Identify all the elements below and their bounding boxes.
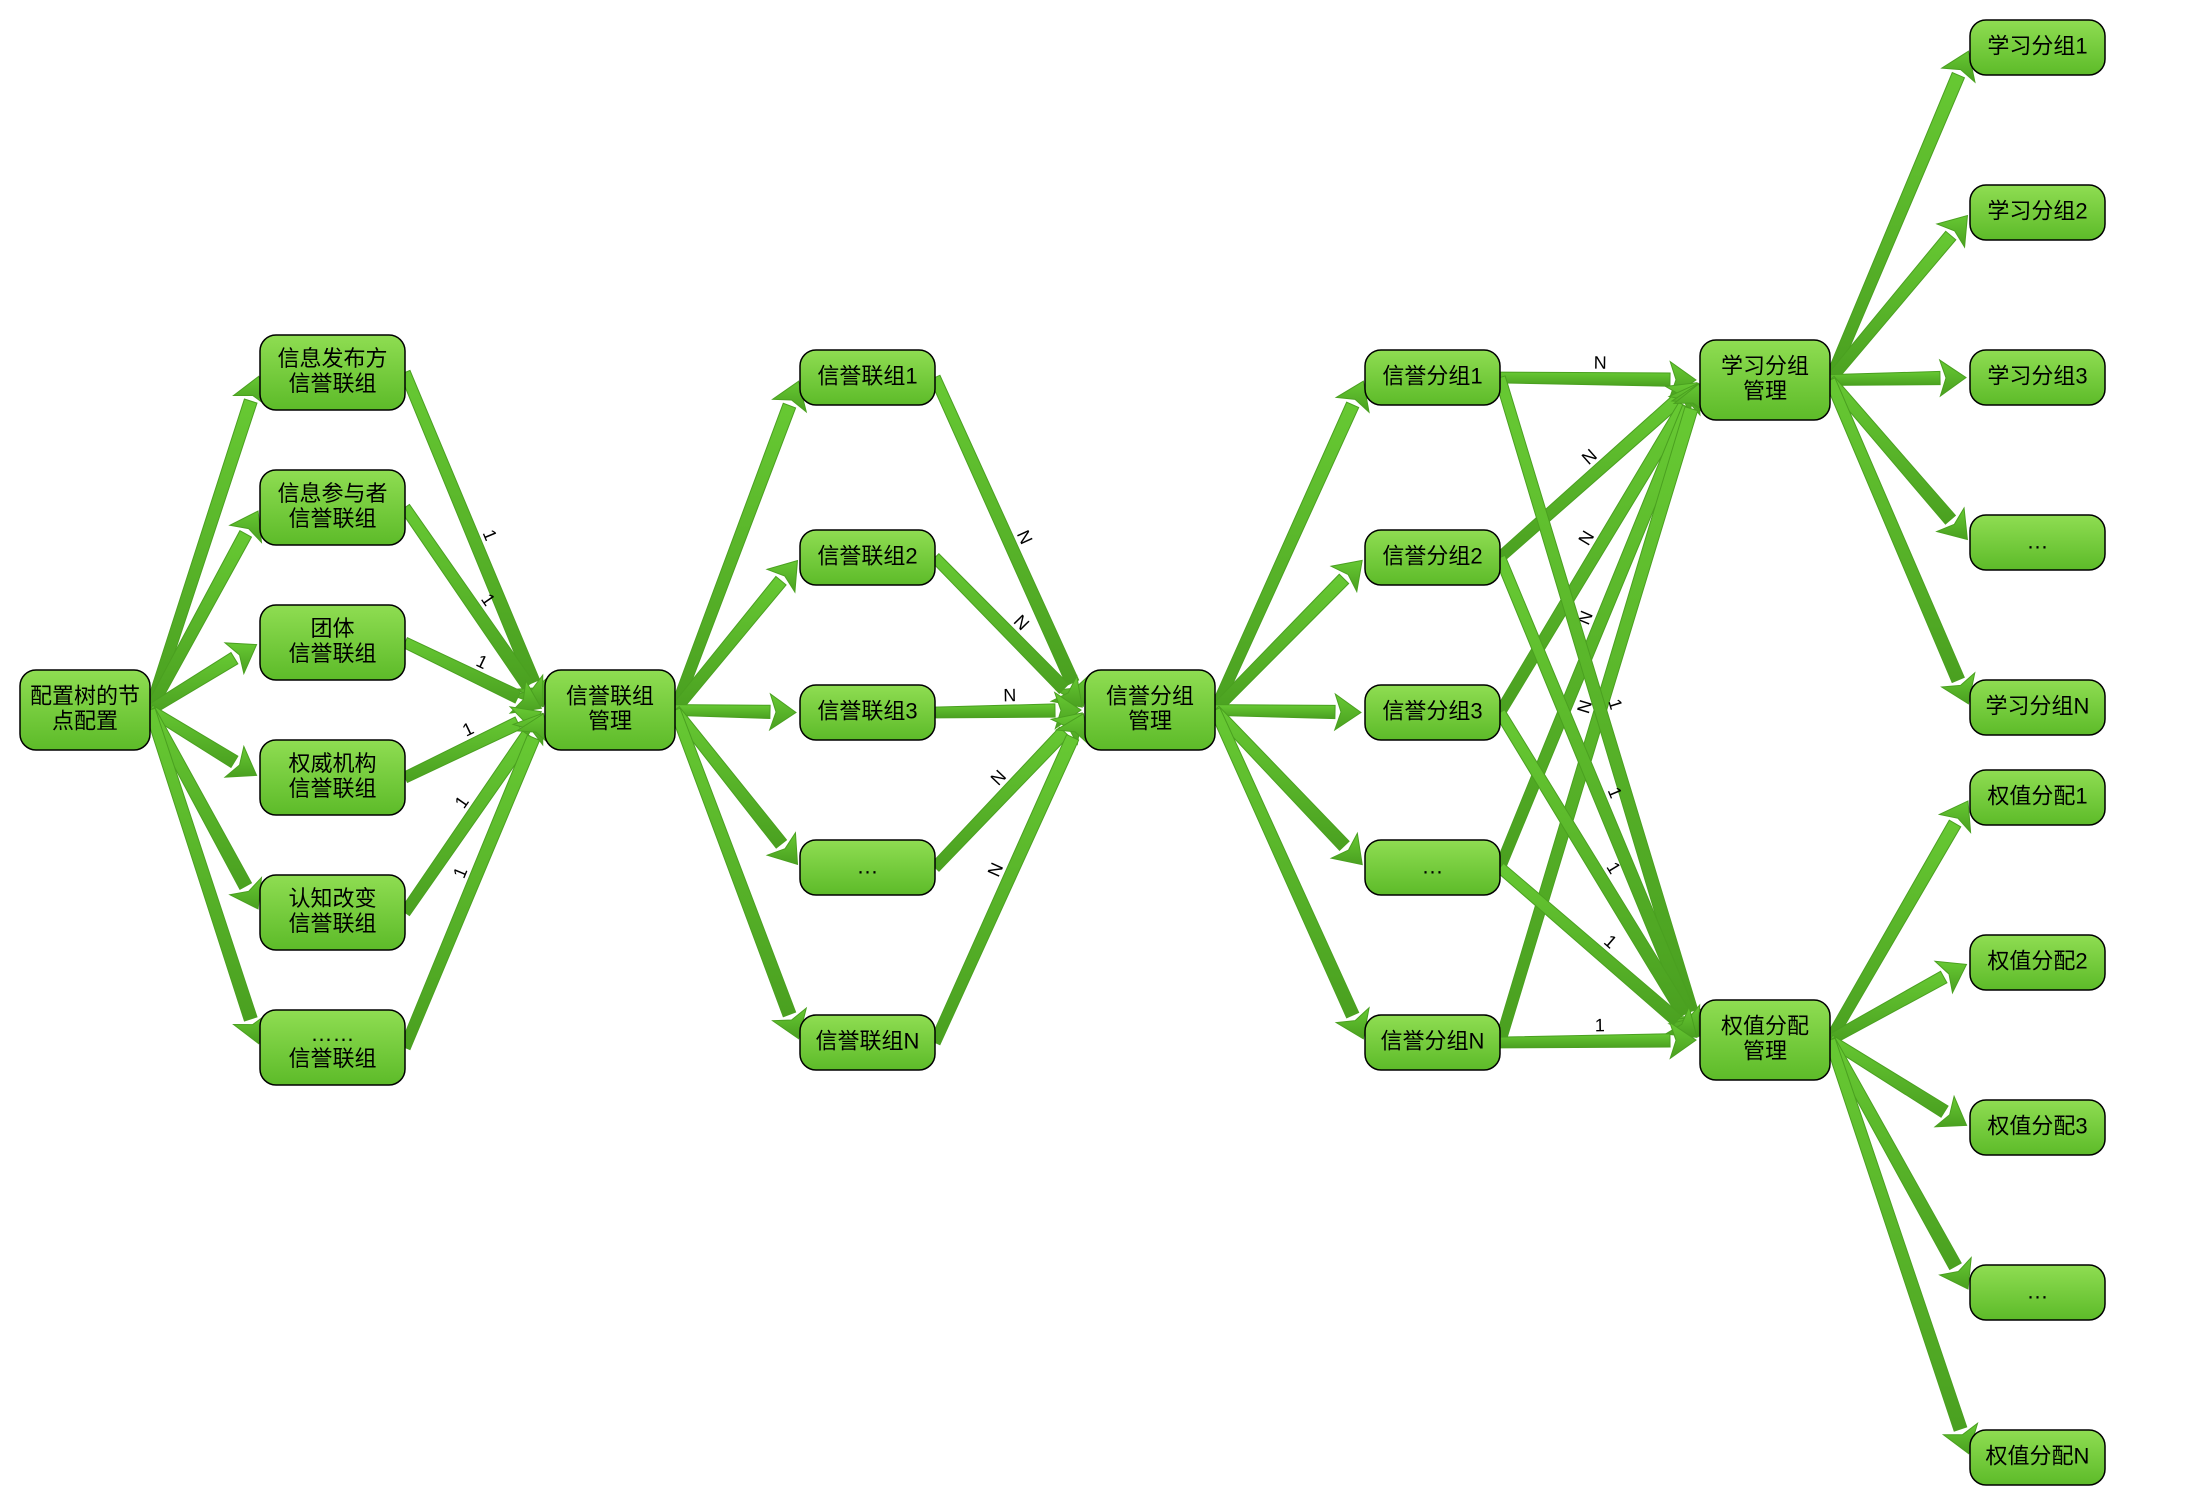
flow-node: 权值分配N bbox=[1970, 1430, 2105, 1485]
node-label: 信誉联组2 bbox=[817, 543, 917, 568]
edge bbox=[1210, 402, 1359, 712]
edge bbox=[670, 403, 796, 712]
edge bbox=[1826, 231, 1956, 383]
edge bbox=[670, 708, 796, 1017]
node-label: 权值分配N bbox=[1986, 1443, 2090, 1468]
flow-node: 学习分组1 bbox=[1970, 20, 2105, 75]
flow-node: … bbox=[1970, 1265, 2105, 1320]
flow-node: 信息参与者信誉联组 bbox=[260, 470, 405, 545]
edge bbox=[671, 707, 787, 848]
arrowhead-icon bbox=[1335, 694, 1361, 730]
flow-node: 团体信誉联组 bbox=[260, 605, 405, 680]
edge bbox=[1826, 376, 1956, 524]
edge bbox=[1210, 708, 1359, 1018]
flow-node: 信誉联组3 bbox=[800, 685, 935, 740]
node-label: 权值分配2 bbox=[1987, 948, 2087, 973]
edge bbox=[671, 577, 786, 714]
flow-node: 权值分配3 bbox=[1970, 1100, 2105, 1155]
edge bbox=[1500, 372, 1670, 386]
edge-label: 1 bbox=[479, 527, 501, 544]
node-label: 信誉分组3 bbox=[1382, 698, 1482, 723]
node-label: 信息发布方信誉联组 bbox=[277, 346, 387, 396]
node-label: … bbox=[1422, 853, 1444, 878]
node-label: 信誉联组N bbox=[816, 1028, 920, 1053]
edge-label: 1 bbox=[1595, 1015, 1605, 1035]
node-label: 信誉分组1 bbox=[1382, 363, 1482, 388]
flow-node: 信誉联组N bbox=[800, 1015, 935, 1070]
edge bbox=[1830, 371, 1940, 385]
node-label: 信誉分组N bbox=[1381, 1028, 1485, 1053]
arrowhead-icon bbox=[1940, 360, 1966, 396]
flow-node: 权值分配1 bbox=[1970, 770, 2105, 825]
edge bbox=[1215, 705, 1335, 719]
node-label: … bbox=[857, 853, 879, 878]
flow-node: 学习分组N bbox=[1970, 680, 2105, 735]
node-label: 学习分组1 bbox=[1987, 33, 2087, 58]
edge-label: N bbox=[1003, 685, 1016, 705]
flow-node: … bbox=[1970, 515, 2105, 570]
flow-node: 学习分组管理 bbox=[1700, 340, 1830, 420]
node-label: 信息参与者信誉联组 bbox=[277, 481, 387, 531]
flow-node: 信誉分组管理 bbox=[1085, 670, 1215, 750]
flow-node: 权值分配2 bbox=[1970, 935, 2105, 990]
flow-node: 信誉联组1 bbox=[800, 350, 935, 405]
node-label: … bbox=[2027, 1278, 2049, 1303]
flow-node: 权值分配管理 bbox=[1700, 1000, 1830, 1080]
node-label: … bbox=[2027, 528, 2049, 553]
edge-label: 1 bbox=[473, 651, 491, 673]
node-label: 信誉联组1 bbox=[817, 363, 917, 388]
node-label: 学习分组N bbox=[1986, 693, 2090, 718]
node-label: 权值分配3 bbox=[1987, 1113, 2087, 1138]
flow-node: 信誉分组N bbox=[1365, 1015, 1500, 1070]
node-label: 学习分组3 bbox=[1987, 363, 2087, 388]
flow-node: ……信誉联组 bbox=[260, 1010, 405, 1085]
edge-label: 1 bbox=[459, 718, 477, 740]
edge-label: N bbox=[1594, 353, 1607, 373]
edges-layer: 111111NNNNNNNNNN11111 bbox=[145, 51, 1978, 1454]
edge bbox=[1500, 1034, 1670, 1048]
edge bbox=[1211, 706, 1349, 850]
flow-node: 信誉分组2 bbox=[1365, 530, 1500, 585]
node-label: 学习分组2 bbox=[1987, 198, 2087, 223]
flow-node: 信誉分组1 bbox=[1365, 350, 1500, 405]
flow-node: … bbox=[800, 840, 935, 895]
flow-node: 信誉联组2 bbox=[800, 530, 935, 585]
arrowhead-icon bbox=[770, 694, 796, 730]
edge bbox=[1211, 574, 1349, 714]
node-label: 权值分配1 bbox=[1987, 783, 2087, 808]
edge bbox=[675, 705, 770, 719]
flow-node: 学习分组2 bbox=[1970, 185, 2105, 240]
flow-node: … bbox=[1365, 840, 1500, 895]
flowchart-canvas: 111111NNNNNNNNNN11111配置树的节点配置信息发布方信誉联组信息… bbox=[0, 0, 2195, 1509]
node-label: 信誉分组2 bbox=[1382, 543, 1482, 568]
flow-node: 配置树的节点配置 bbox=[20, 670, 150, 750]
flow-node: 信誉分组3 bbox=[1365, 685, 1500, 740]
flow-node: 权威机构信誉联组 bbox=[260, 740, 405, 815]
edge bbox=[1825, 73, 1964, 383]
node-label: 认知改变信誉联组 bbox=[288, 886, 376, 936]
edge bbox=[935, 704, 1055, 718]
edge bbox=[930, 375, 1079, 685]
flow-node: 信誉联组管理 bbox=[545, 670, 675, 750]
node-label: 权威机构信誉联组 bbox=[288, 751, 376, 801]
node-label: 信誉联组3 bbox=[817, 698, 917, 723]
flow-node: 认知改变信誉联组 bbox=[260, 875, 405, 950]
flow-node: 信息发布方信誉联组 bbox=[260, 335, 405, 410]
edge-label: 1 bbox=[449, 864, 471, 881]
flow-node: 学习分组3 bbox=[1970, 350, 2105, 405]
